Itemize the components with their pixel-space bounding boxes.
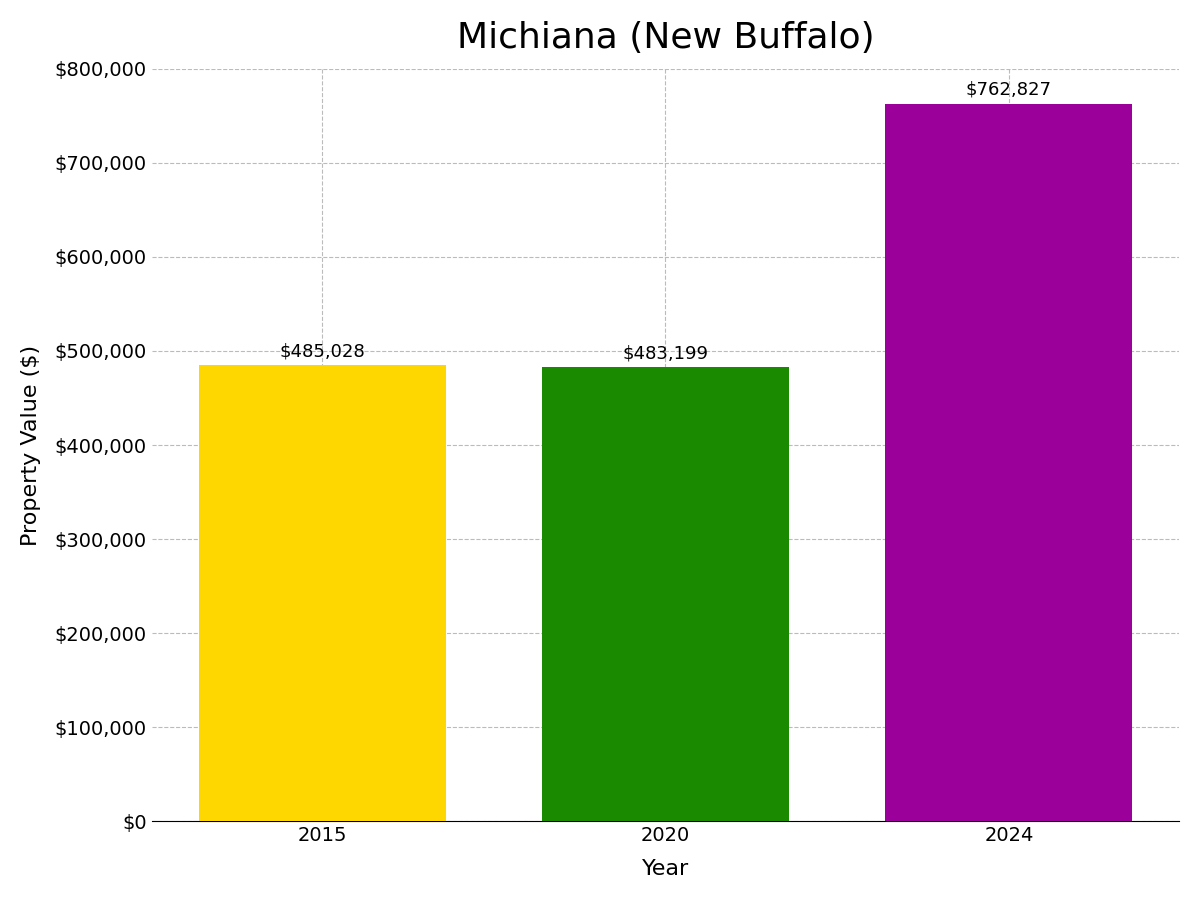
- Text: $762,827: $762,827: [966, 81, 1052, 99]
- X-axis label: Year: Year: [642, 860, 689, 879]
- Y-axis label: Property Value ($): Property Value ($): [20, 345, 41, 545]
- Title: Michiana (New Buffalo): Michiana (New Buffalo): [457, 21, 875, 55]
- Bar: [542, 367, 790, 822]
- Text: $483,199: $483,199: [623, 344, 708, 362]
- Bar: [886, 104, 1133, 822]
- Bar: [198, 365, 445, 822]
- Text: $485,028: $485,028: [280, 342, 365, 360]
